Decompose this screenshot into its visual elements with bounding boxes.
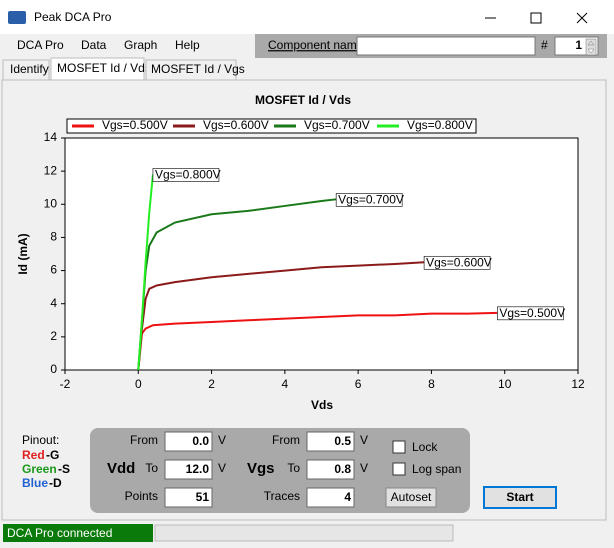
legend-label: Vgs=0.700V [304,118,370,132]
x-tick-label: 10 [498,377,512,391]
maximize-button[interactable] [530,12,542,24]
y-tick-label: 0 [50,362,57,376]
unit: V [218,461,226,475]
x-tick-label: 12 [571,377,585,391]
app-icon [8,11,26,24]
number-label: # [541,38,548,52]
status-text: DCA Pro connected [7,526,112,540]
input-value: 0.8 [334,462,351,476]
input-value: 0.0 [192,434,209,448]
x-tick-label: 2 [208,377,215,391]
checkbox[interactable] [392,440,406,454]
input-value: 12.0 [186,462,210,476]
close-button[interactable] [576,12,588,24]
menu-item[interactable]: Graph [124,38,157,52]
unit: V [360,433,368,447]
x-tick-label: 0 [135,377,142,391]
x-tick-label: 8 [428,377,435,391]
status-panel [3,524,153,542]
menu-item[interactable]: Data [81,38,107,52]
menu-item[interactable]: Help [175,38,200,52]
y-axis-label: Id (mA) [16,233,30,274]
y-tick-label: 14 [44,130,58,144]
legend-label: Vgs=0.500V [102,118,168,132]
menu-item[interactable]: DCA Pro [17,38,64,52]
chart-title: MOSFET Id / Vds [255,93,351,107]
input[interactable] [306,459,355,480]
y-tick-label: 10 [44,196,58,210]
input[interactable] [306,487,355,508]
x-tick-label: -2 [60,377,71,391]
pin: -D [49,476,62,490]
field-label: Traces [264,489,300,503]
annotation: Vgs=0.800V [155,168,221,182]
spinner[interactable] [585,38,597,56]
unit: V [218,433,226,447]
input[interactable] [164,487,213,508]
button-label: Start [506,490,533,504]
input[interactable] [164,431,213,452]
component-input[interactable] [356,36,536,56]
pin-color: Red [22,448,45,462]
checkbox-label: Lock [412,440,438,454]
checkbox-label: Log span [412,462,461,476]
input-value: 4 [344,490,351,504]
plot-area [64,137,579,371]
field-label: From [130,433,158,447]
x-axis-label: Vds [311,398,333,412]
number-value: 1 [575,38,582,52]
x-tick-label: 6 [355,377,362,391]
annotation-box [335,193,403,207]
window-title: Peak DCA Pro [34,10,112,24]
y-tick-label: 12 [44,163,58,177]
annotation: Vgs=0.600V [426,255,492,269]
progress-bar [154,524,454,542]
legend-label: Vgs=0.800V [407,118,473,132]
series-line [137,311,498,371]
annotation-box [497,306,564,321]
y-tick-label: 6 [50,263,57,277]
start-button[interactable] [483,486,557,509]
pin-color: Green [22,462,57,476]
pin: -G [46,448,59,462]
autoset-button[interactable] [385,487,437,508]
checkbox[interactable] [392,462,406,476]
tab-label: MOSFET Id / Vgs [151,62,245,76]
group-label: Vdd [107,460,135,477]
legend-label: Vgs=0.600V [203,118,269,132]
field-label: To [145,461,158,475]
input-value: 51 [196,490,210,504]
annotation: Vgs=0.700V [338,192,404,206]
y-tick-label: 8 [50,230,57,244]
y-tick-label: 2 [50,329,57,343]
pinout-title: Pinout: [22,433,59,447]
tab-label: Identify [10,62,49,76]
legend [66,118,477,134]
pin: -S [58,462,70,476]
annotation-box [152,168,220,182]
input[interactable] [164,459,213,480]
field-label: Points [125,489,158,503]
field-label: From [272,433,300,447]
x-tick-label: 4 [282,377,289,391]
button-label: Autoset [391,490,432,504]
field-label: To [287,461,300,475]
tab-label: MOSFET Id / Vds [57,61,151,75]
series-line [137,174,154,371]
unit: V [360,461,368,475]
title-bar [0,0,614,34]
input[interactable] [306,431,355,452]
pin-color: Blue [22,476,48,490]
y-tick-label: 4 [50,296,57,310]
annotation: Vgs=0.500V [499,306,565,320]
group-label: Vgs [247,460,275,477]
input-value: 0.5 [334,434,351,448]
annotation-box [423,255,491,270]
series-line [137,261,425,371]
component-label: Component name [268,38,364,52]
